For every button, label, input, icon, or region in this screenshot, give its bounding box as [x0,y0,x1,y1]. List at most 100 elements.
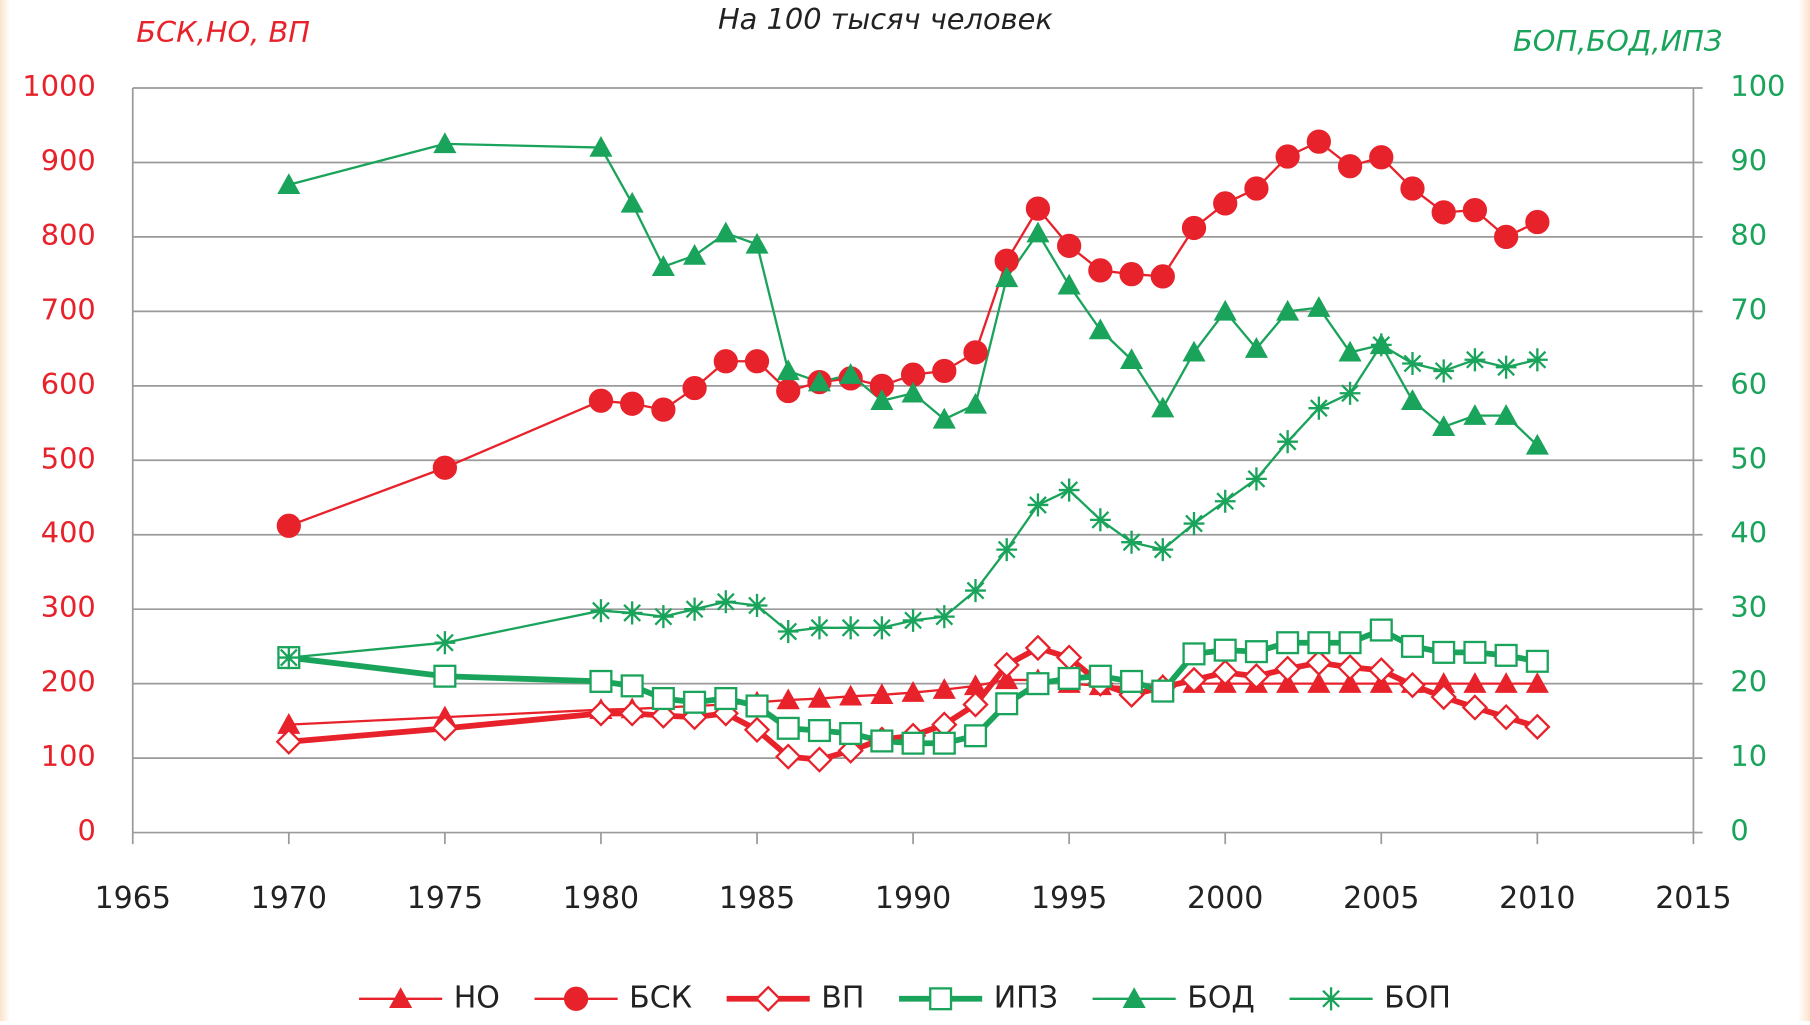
y2-tick-label: 20 [1730,665,1767,699]
marker [776,688,800,710]
marker [963,674,988,696]
marker [1025,196,1051,221]
marker [933,605,955,629]
marker [1337,154,1363,179]
marker [1494,404,1518,425]
marker [870,729,894,753]
marker [682,375,707,401]
y2-tick-label: 30 [1730,590,1767,624]
marker [1494,672,1518,693]
legend-label: ВП [821,980,864,1015]
legend-item: НО [359,980,500,1015]
marker [807,370,831,392]
marker [1274,655,1301,682]
marker [1430,683,1457,711]
marker [1181,215,1207,241]
legend: НО БСК ВП ИПЗ БОД БОП [359,980,1451,1015]
marker [1244,337,1268,358]
legend-item: ИПЗ [899,980,1058,1015]
marker [1088,258,1113,283]
marker [1183,512,1205,536]
marker [1121,530,1142,554]
y-tick-label: 700 [41,292,96,326]
marker [1400,634,1425,658]
x-tick-label: 1970 [251,881,327,916]
marker [276,513,301,538]
marker [433,132,457,154]
marker [1463,404,1487,425]
marker [1320,987,1342,1011]
marker [1369,145,1394,170]
y-axis-label: БСК,НО, ВП [136,15,310,49]
marker [621,601,643,625]
marker [870,683,894,705]
marker [1275,144,1300,169]
marker [1182,642,1206,666]
marker [713,349,738,374]
marker [1525,433,1549,455]
x-tick-label: 1975 [407,881,483,916]
marker [745,232,769,254]
x-tick-label: 2010 [1499,881,1575,916]
legend-label: БОД [1187,980,1255,1015]
y-tick-label: 900 [41,143,96,177]
marker [807,686,831,708]
x-tick-label: 1995 [1031,881,1107,916]
marker [1399,671,1426,699]
marker [1244,640,1268,664]
marker [902,608,924,632]
marker [1277,430,1299,454]
marker [1026,221,1050,243]
marker [431,715,459,742]
marker [840,616,862,640]
marker [1243,663,1270,690]
marker [901,681,925,702]
marker [1057,233,1082,258]
marker [1338,631,1362,655]
marker [995,692,1019,716]
marker [1495,355,1517,379]
marker [1369,618,1393,642]
y2-tick-label: 80 [1730,218,1767,252]
y-tick-label: 300 [41,590,96,624]
marker [1492,703,1520,731]
marker [806,746,833,773]
marker [1182,340,1206,362]
y2-tick-label: 50 [1730,441,1767,475]
marker [277,713,301,734]
marker [963,724,988,748]
marker [901,381,925,403]
marker [1180,666,1208,694]
legend-item: БСК [534,980,692,1015]
x-tick-label: 1990 [875,881,951,916]
y2-axis-label: БОП,БОД,ИПЗ [1513,24,1722,58]
marker [932,731,956,755]
marker [932,407,956,429]
marker [1432,672,1456,693]
marker [1307,631,1331,655]
x-tick-label: 1965 [95,881,171,916]
marker [714,221,738,243]
marker [651,255,675,276]
x-tick-label: 2000 [1187,881,1263,916]
marker [620,191,644,213]
marker [995,266,1019,288]
marker [1308,396,1330,420]
marker [1027,493,1049,517]
y2-tick-label: 10 [1730,739,1767,773]
marker [652,605,674,629]
marker [776,359,800,381]
marker [963,340,988,365]
marker [433,664,457,688]
marker [1525,672,1549,693]
marker [1433,359,1455,383]
marker [1494,643,1518,667]
x-tick-label: 2005 [1343,881,1419,916]
marker [1526,348,1548,372]
legend-label: НО [454,980,500,1015]
marker [962,691,989,718]
marker [1305,649,1333,676]
marker [1276,299,1300,321]
marker [434,631,456,655]
marker [1213,638,1237,662]
